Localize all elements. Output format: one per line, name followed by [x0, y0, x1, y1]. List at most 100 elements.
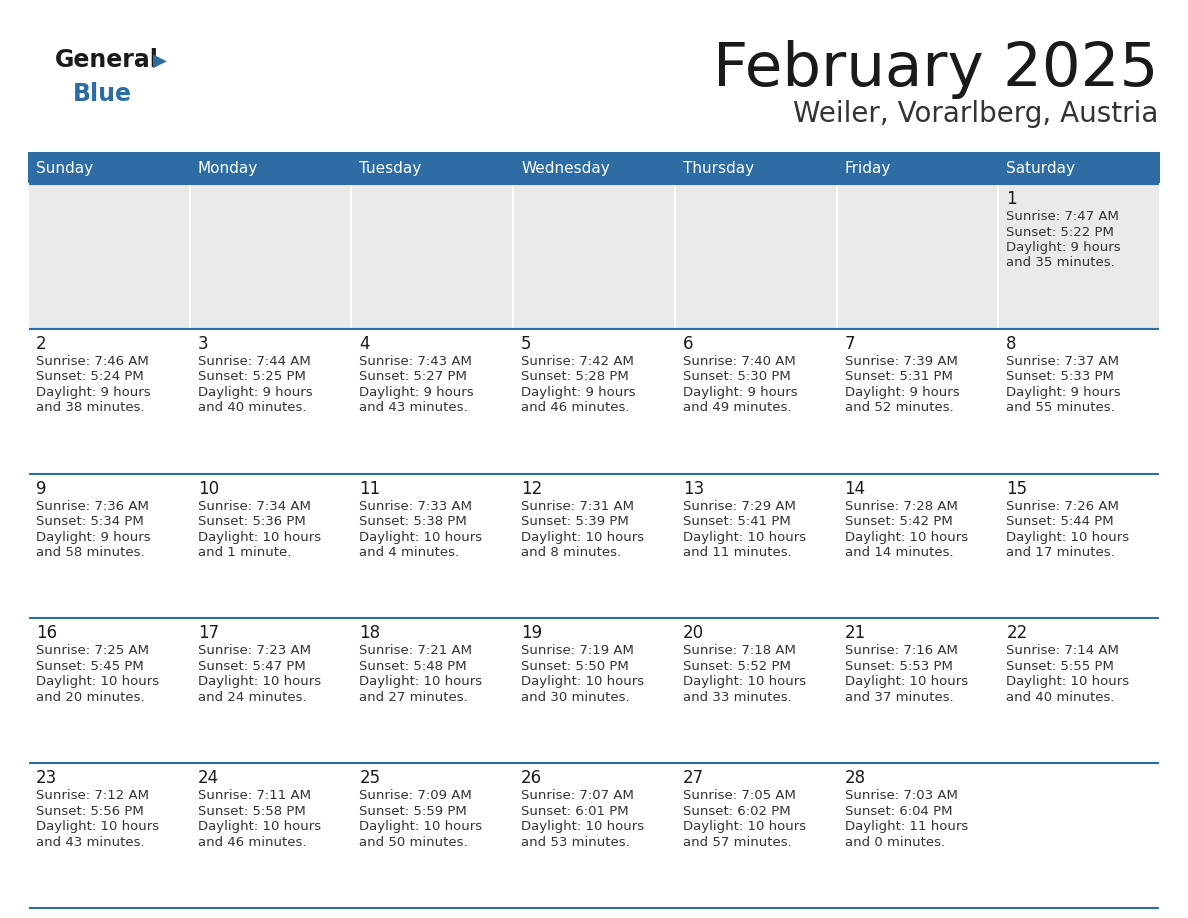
Text: Sunrise: 7:03 AM: Sunrise: 7:03 AM: [845, 789, 958, 802]
Text: Sunrise: 7:46 AM: Sunrise: 7:46 AM: [36, 354, 148, 368]
Text: Sunrise: 7:26 AM: Sunrise: 7:26 AM: [1006, 499, 1119, 512]
Text: Daylight: 10 hours: Daylight: 10 hours: [360, 531, 482, 543]
Text: Weiler, Vorarlberg, Austria: Weiler, Vorarlberg, Austria: [792, 100, 1158, 128]
Text: and 8 minutes.: and 8 minutes.: [522, 546, 621, 559]
Text: February 2025: February 2025: [713, 40, 1158, 99]
Text: 5: 5: [522, 335, 532, 353]
Text: Sunset: 5:22 PM: Sunset: 5:22 PM: [1006, 226, 1114, 239]
Text: General: General: [55, 48, 159, 72]
Text: Sunset: 5:44 PM: Sunset: 5:44 PM: [1006, 515, 1114, 528]
Text: 17: 17: [197, 624, 219, 643]
Text: Daylight: 10 hours: Daylight: 10 hours: [522, 531, 644, 543]
Text: Daylight: 9 hours: Daylight: 9 hours: [522, 386, 636, 398]
Text: Sunrise: 7:40 AM: Sunrise: 7:40 AM: [683, 354, 796, 368]
Text: 20: 20: [683, 624, 704, 643]
Text: Sunset: 5:42 PM: Sunset: 5:42 PM: [845, 515, 953, 528]
Text: Sunset: 6:01 PM: Sunset: 6:01 PM: [522, 805, 628, 818]
Text: Tuesday: Tuesday: [360, 161, 422, 175]
Text: and 35 minutes.: and 35 minutes.: [1006, 256, 1116, 270]
Text: Sunset: 5:45 PM: Sunset: 5:45 PM: [36, 660, 144, 673]
Text: Daylight: 9 hours: Daylight: 9 hours: [1006, 386, 1121, 398]
Text: 9: 9: [36, 479, 46, 498]
Bar: [29, 184, 1159, 329]
Bar: [29, 152, 1159, 184]
Text: Sunset: 5:27 PM: Sunset: 5:27 PM: [360, 370, 467, 384]
Text: Sunset: 5:36 PM: Sunset: 5:36 PM: [197, 515, 305, 528]
Text: and 40 minutes.: and 40 minutes.: [197, 401, 307, 414]
Text: Daylight: 9 hours: Daylight: 9 hours: [683, 386, 797, 398]
Text: and 27 minutes.: and 27 minutes.: [360, 691, 468, 704]
Text: Sunset: 5:58 PM: Sunset: 5:58 PM: [197, 805, 305, 818]
Text: Daylight: 9 hours: Daylight: 9 hours: [845, 386, 959, 398]
Text: and 0 minutes.: and 0 minutes.: [845, 835, 944, 849]
Text: Sunset: 5:24 PM: Sunset: 5:24 PM: [36, 370, 144, 384]
Text: Sunset: 5:56 PM: Sunset: 5:56 PM: [36, 805, 144, 818]
Text: Daylight: 9 hours: Daylight: 9 hours: [360, 386, 474, 398]
Text: Sunset: 5:53 PM: Sunset: 5:53 PM: [845, 660, 953, 673]
Text: Sunset: 5:59 PM: Sunset: 5:59 PM: [360, 805, 467, 818]
Text: and 55 minutes.: and 55 minutes.: [1006, 401, 1116, 414]
Text: Sunrise: 7:21 AM: Sunrise: 7:21 AM: [360, 644, 473, 657]
Text: 4: 4: [360, 335, 369, 353]
Text: 23: 23: [36, 769, 57, 788]
Text: 15: 15: [1006, 479, 1028, 498]
Text: Sunrise: 7:42 AM: Sunrise: 7:42 AM: [522, 354, 634, 368]
Bar: [29, 619, 1159, 763]
Text: 25: 25: [360, 769, 380, 788]
Text: 10: 10: [197, 479, 219, 498]
Text: Sunrise: 7:18 AM: Sunrise: 7:18 AM: [683, 644, 796, 657]
Text: Sunset: 5:39 PM: Sunset: 5:39 PM: [522, 515, 628, 528]
Text: Daylight: 9 hours: Daylight: 9 hours: [197, 386, 312, 398]
Text: Sunset: 5:41 PM: Sunset: 5:41 PM: [683, 515, 790, 528]
Text: Sunset: 6:02 PM: Sunset: 6:02 PM: [683, 805, 790, 818]
Text: Sunrise: 7:37 AM: Sunrise: 7:37 AM: [1006, 354, 1119, 368]
Text: Sunrise: 7:33 AM: Sunrise: 7:33 AM: [360, 499, 473, 512]
Text: 26: 26: [522, 769, 542, 788]
Text: Sunset: 5:31 PM: Sunset: 5:31 PM: [845, 370, 953, 384]
Text: and 50 minutes.: and 50 minutes.: [360, 835, 468, 849]
Text: 27: 27: [683, 769, 704, 788]
Text: Sunset: 5:47 PM: Sunset: 5:47 PM: [197, 660, 305, 673]
Text: Sunset: 5:52 PM: Sunset: 5:52 PM: [683, 660, 791, 673]
Text: and 37 minutes.: and 37 minutes.: [845, 691, 953, 704]
Text: 18: 18: [360, 624, 380, 643]
Text: Saturday: Saturday: [1006, 161, 1075, 175]
Text: 8: 8: [1006, 335, 1017, 353]
Text: Sunrise: 7:31 AM: Sunrise: 7:31 AM: [522, 499, 634, 512]
Text: 14: 14: [845, 479, 866, 498]
Text: 21: 21: [845, 624, 866, 643]
Text: Daylight: 10 hours: Daylight: 10 hours: [845, 676, 968, 688]
Text: Sunrise: 7:23 AM: Sunrise: 7:23 AM: [197, 644, 311, 657]
Text: Daylight: 10 hours: Daylight: 10 hours: [360, 676, 482, 688]
Text: Sunrise: 7:28 AM: Sunrise: 7:28 AM: [845, 499, 958, 512]
Text: and 24 minutes.: and 24 minutes.: [197, 691, 307, 704]
Text: Sunset: 5:38 PM: Sunset: 5:38 PM: [360, 515, 467, 528]
Text: Sunrise: 7:29 AM: Sunrise: 7:29 AM: [683, 499, 796, 512]
Text: Daylight: 11 hours: Daylight: 11 hours: [845, 820, 968, 834]
Text: Daylight: 10 hours: Daylight: 10 hours: [36, 820, 159, 834]
Text: 28: 28: [845, 769, 866, 788]
Text: 3: 3: [197, 335, 208, 353]
Text: and 52 minutes.: and 52 minutes.: [845, 401, 953, 414]
Text: Daylight: 10 hours: Daylight: 10 hours: [1006, 531, 1130, 543]
Text: Sunrise: 7:16 AM: Sunrise: 7:16 AM: [845, 644, 958, 657]
Text: and 46 minutes.: and 46 minutes.: [522, 401, 630, 414]
Text: and 17 minutes.: and 17 minutes.: [1006, 546, 1116, 559]
Text: Daylight: 10 hours: Daylight: 10 hours: [683, 676, 805, 688]
Text: and 1 minute.: and 1 minute.: [197, 546, 291, 559]
Text: Sunrise: 7:36 AM: Sunrise: 7:36 AM: [36, 499, 148, 512]
Text: Blue: Blue: [72, 82, 132, 106]
Text: Sunrise: 7:39 AM: Sunrise: 7:39 AM: [845, 354, 958, 368]
Text: Daylight: 9 hours: Daylight: 9 hours: [36, 386, 151, 398]
Text: Sunday: Sunday: [36, 161, 93, 175]
Bar: [29, 329, 1159, 474]
Text: and 33 minutes.: and 33 minutes.: [683, 691, 791, 704]
Text: Sunrise: 7:07 AM: Sunrise: 7:07 AM: [522, 789, 634, 802]
Text: 6: 6: [683, 335, 694, 353]
Text: 12: 12: [522, 479, 543, 498]
Text: Daylight: 10 hours: Daylight: 10 hours: [197, 820, 321, 834]
Text: Sunrise: 7:09 AM: Sunrise: 7:09 AM: [360, 789, 472, 802]
Text: and 57 minutes.: and 57 minutes.: [683, 835, 791, 849]
Text: Sunrise: 7:43 AM: Sunrise: 7:43 AM: [360, 354, 473, 368]
Bar: [29, 474, 1159, 619]
